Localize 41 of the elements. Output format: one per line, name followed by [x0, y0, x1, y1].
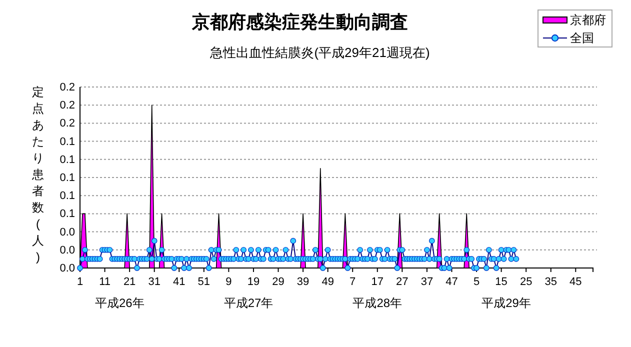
x-tick-label: 9: [226, 276, 232, 288]
text: 平成28年: [352, 296, 402, 310]
legend-label: 全国: [570, 31, 594, 45]
y-tick-label: 0.2: [60, 82, 75, 94]
y-tick-label: 0.0: [60, 262, 75, 275]
x-tick-label: 51: [198, 276, 210, 288]
x-tick-label: 37: [420, 276, 434, 288]
x-tick-label: 49: [322, 276, 334, 288]
x-tick-label: 45: [570, 276, 582, 288]
text: 平成29年: [482, 296, 531, 310]
y-tick-label: 0.1: [60, 190, 75, 202]
x-tick-label: 25: [520, 276, 532, 288]
x-tick-label: 7: [350, 276, 356, 288]
x-tick-label: 41: [173, 276, 186, 288]
x-tick-label: 1: [76, 276, 84, 288]
x-tick-label: 19: [247, 276, 260, 288]
y-tick-label: 0.1: [60, 154, 75, 166]
y-tick-label: 0.0: [60, 226, 75, 238]
x-tick-label: 31: [148, 276, 160, 288]
x-tick-label: 5: [473, 276, 480, 288]
y-tick-label: 0.1: [60, 136, 75, 148]
x-tick-label: 17: [371, 276, 384, 288]
text: 定点あたり患者数(人): [32, 85, 44, 264]
x-tick-label: 11: [99, 276, 110, 288]
x-tick-label: 39: [296, 276, 310, 288]
y-tick-label: 0.1: [60, 172, 75, 184]
y-tick-label: 0.2: [60, 118, 75, 130]
text: 平成26年: [94, 296, 144, 310]
y-tick-label: 0.2: [60, 100, 75, 112]
y-tick-label: 0.0: [60, 244, 75, 256]
text: 平成27年: [224, 296, 274, 310]
x-tick-label: 47: [446, 276, 458, 288]
x-tick-label: 21: [123, 276, 136, 288]
chart-title: 京都府感染症発生動向調査: [191, 12, 408, 32]
x-tick-label: 29: [272, 276, 284, 288]
chart-subtitle: 急性出血性結膜炎(平成29年21週現在): [209, 45, 430, 60]
x-tick-label: 15: [495, 276, 508, 288]
x-tick-label: 35: [544, 276, 557, 288]
x-tick-label: 27: [396, 276, 408, 288]
y-tick-label: 0.1: [60, 208, 75, 220]
legend-label: 京都府: [570, 13, 606, 27]
